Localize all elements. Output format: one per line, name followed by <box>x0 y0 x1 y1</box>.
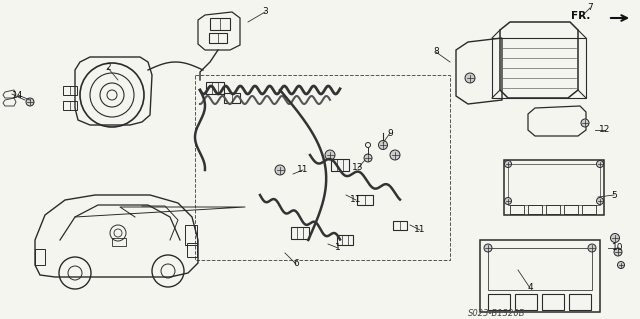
Text: 6: 6 <box>293 259 299 269</box>
Circle shape <box>484 244 492 252</box>
Bar <box>195 75 450 260</box>
Text: 1: 1 <box>335 243 341 253</box>
Bar <box>393 220 407 229</box>
Bar <box>112 238 126 246</box>
Bar <box>63 85 77 94</box>
Bar <box>488 248 592 290</box>
Circle shape <box>618 262 625 269</box>
Circle shape <box>588 244 596 252</box>
Bar <box>546 205 560 214</box>
Circle shape <box>378 140 387 150</box>
Bar <box>210 18 230 30</box>
Text: 14: 14 <box>12 91 24 100</box>
Text: 13: 13 <box>352 164 364 173</box>
Circle shape <box>26 98 34 106</box>
Text: FR.: FR. <box>571 11 590 21</box>
Bar <box>569 294 591 310</box>
Circle shape <box>325 150 335 160</box>
Bar <box>187 243 197 257</box>
Circle shape <box>275 165 285 175</box>
Bar <box>224 93 240 103</box>
Circle shape <box>504 160 511 167</box>
Text: 3: 3 <box>262 8 268 17</box>
Bar <box>337 235 353 245</box>
Text: 11: 11 <box>414 226 426 234</box>
Bar <box>480 240 600 312</box>
Circle shape <box>611 234 620 242</box>
Bar <box>582 205 596 214</box>
Bar <box>63 100 77 109</box>
Bar <box>564 205 578 214</box>
Circle shape <box>465 73 475 83</box>
Circle shape <box>596 197 604 204</box>
Text: 10: 10 <box>612 243 624 253</box>
Bar <box>528 205 542 214</box>
Bar <box>35 249 45 265</box>
Circle shape <box>596 160 604 167</box>
Circle shape <box>504 197 511 204</box>
Text: 8: 8 <box>433 48 439 56</box>
Bar <box>488 294 510 310</box>
Text: 2: 2 <box>105 63 111 72</box>
Bar <box>291 227 309 239</box>
Bar <box>542 294 564 310</box>
Text: 5: 5 <box>611 190 617 199</box>
Bar <box>185 225 197 245</box>
Bar <box>209 33 227 43</box>
Text: 7: 7 <box>587 4 593 12</box>
Circle shape <box>364 154 372 162</box>
Circle shape <box>390 150 400 160</box>
Bar <box>515 294 537 310</box>
Text: 9: 9 <box>387 129 393 137</box>
Text: S023-B1320B: S023-B1320B <box>468 308 525 317</box>
Text: 12: 12 <box>599 125 611 135</box>
Bar <box>206 82 224 94</box>
Bar <box>504 160 604 215</box>
Text: 11: 11 <box>297 166 308 174</box>
Bar <box>510 205 524 214</box>
Text: 11: 11 <box>350 196 362 204</box>
Circle shape <box>614 248 622 256</box>
Text: 4: 4 <box>527 284 533 293</box>
Circle shape <box>581 119 589 127</box>
Bar <box>508 164 600 205</box>
Bar <box>357 195 373 205</box>
Bar <box>331 159 349 171</box>
